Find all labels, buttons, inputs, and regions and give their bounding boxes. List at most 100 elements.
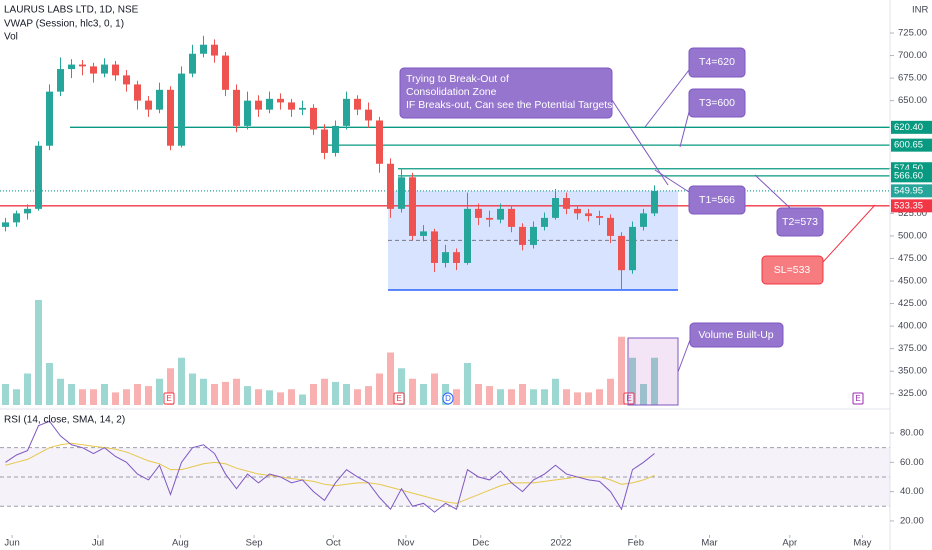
candle-body: [90, 66, 97, 74]
event-label: E: [396, 394, 401, 403]
volume-bar: [475, 384, 482, 405]
volume-box: [627, 337, 679, 406]
candle-body: [288, 102, 295, 110]
level-label: 620.40: [894, 122, 923, 133]
volume-bar: [387, 352, 394, 405]
indicator-label: VWAP (Session, hlc3, 0, 1): [4, 19, 124, 30]
candle-body: [453, 252, 460, 263]
candle-body: [431, 231, 438, 263]
candle-body: [420, 231, 427, 236]
candle-body: [475, 208, 482, 218]
candle-body: [156, 89, 163, 110]
event-marker: [163, 392, 175, 405]
candle-body: [442, 252, 449, 263]
candle-body: [112, 64, 119, 76]
volume-bar: [68, 384, 75, 405]
volume-bar: [596, 389, 603, 405]
candle-body: [574, 208, 581, 214]
x-tick-label: Oct: [326, 538, 341, 549]
candle-body: [299, 107, 306, 110]
candle-body: [211, 44, 218, 56]
volume-bar: [90, 389, 97, 405]
x-tick-label: Feb: [628, 538, 644, 549]
chart-title: LAURUS LABS LTD, 1D, NSE: [4, 5, 139, 16]
volume-bar: [35, 300, 42, 405]
callout-text: Trying to Break-Out of: [406, 73, 509, 85]
volume-bar: [541, 389, 548, 405]
candle-body: [35, 145, 42, 209]
note-text: Volume Built-Up: [698, 329, 773, 341]
volume-bar: [651, 357, 658, 405]
candle-body: [596, 216, 603, 218]
event-marker: [393, 392, 405, 405]
y-tick-label: 700.00: [898, 50, 927, 61]
volume-bar: [354, 389, 361, 405]
candle-body: [618, 235, 625, 271]
y-tick-label: 350.00: [898, 366, 927, 377]
volume-bar: [299, 394, 306, 405]
volume-bar: [277, 392, 284, 405]
volume-bar: [365, 386, 372, 405]
volume-bar: [79, 389, 86, 405]
volume-bar: [101, 384, 108, 405]
candle-body: [178, 73, 185, 146]
volume-bar: [453, 389, 460, 405]
level-badge: [891, 184, 932, 198]
y-tick-label: 425.00: [898, 298, 927, 309]
candle-body: [79, 64, 86, 67]
volume-bar: [211, 384, 218, 405]
callout-text: Consolidation Zone: [406, 86, 497, 98]
volume-bar: [574, 392, 581, 405]
candle-body: [563, 198, 570, 209]
candle-body: [552, 198, 559, 218]
volume-bar: [310, 384, 317, 405]
candle-body: [2, 222, 9, 227]
candle-body: [46, 91, 53, 146]
x-tick-label: May: [853, 538, 871, 549]
callout-text: IF Breaks-out, Can see the Potential Tar…: [406, 99, 612, 111]
note-box: [689, 322, 784, 348]
candle-body: [134, 84, 141, 101]
candle-body: [233, 89, 240, 126]
candle-body: [310, 107, 317, 130]
x-tick-label: Jun: [4, 538, 19, 549]
event-marker: [623, 392, 635, 405]
volume-bar: [145, 386, 152, 405]
candle-body: [464, 208, 471, 263]
volume-bar: [189, 373, 196, 405]
connector: [679, 111, 690, 148]
candle-body: [321, 129, 328, 153]
x-tick-label: Nov: [397, 538, 414, 549]
x-tick-label: Jul: [92, 538, 104, 549]
candle-body: [68, 64, 75, 70]
callout-box: [399, 67, 613, 119]
note-box: [761, 255, 824, 285]
event-marker: [852, 392, 864, 405]
volume-bar: [13, 389, 20, 405]
rsi-line: [5, 420, 655, 513]
volume-bar: [178, 357, 185, 405]
candle-body: [167, 89, 174, 146]
note-box: [688, 47, 746, 78]
volume-bar: [618, 336, 625, 405]
level-badge: [891, 199, 932, 213]
volume-bar: [563, 389, 570, 405]
volume-bar: [607, 378, 614, 405]
candle-body: [266, 98, 273, 110]
volume-bar: [24, 373, 31, 405]
volume-bar: [431, 373, 438, 405]
candle-body: [585, 213, 592, 217]
volume-bar: [409, 378, 416, 405]
level-badge: [891, 120, 932, 134]
volume-bar: [123, 389, 130, 405]
connector: [644, 69, 690, 128]
x-tick-label: Apr: [782, 538, 797, 549]
x-tick-label: Mar: [701, 538, 717, 549]
volume-bar: [343, 384, 350, 405]
note-text: T2=573: [782, 216, 818, 228]
candle-body: [651, 190, 658, 214]
volume-bar: [266, 390, 273, 405]
candle-body: [541, 217, 548, 227]
candle-body: [530, 226, 537, 245]
